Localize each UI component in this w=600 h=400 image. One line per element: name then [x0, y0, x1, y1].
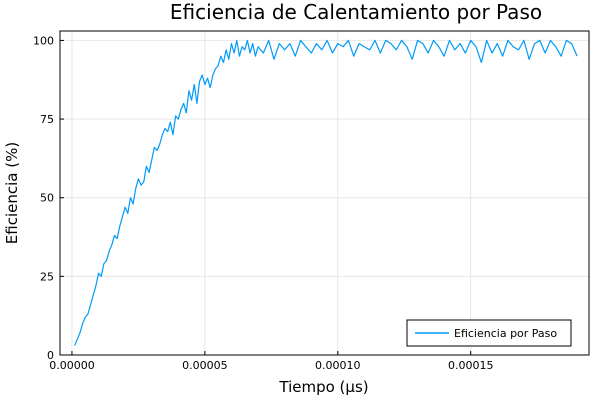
plot-frame — [59, 30, 590, 356]
y-tick-label: 50 — [40, 192, 54, 205]
x-axis-label: Tiempo (µs) — [278, 378, 368, 396]
y-tick-label: 0 — [47, 349, 54, 362]
y-axis-label: Eficiencia (%) — [3, 142, 21, 244]
legend-box — [406, 319, 572, 347]
legend: Eficiencia por Paso — [406, 319, 572, 347]
series-line — [74, 39, 578, 346]
y-tick-label: 100 — [33, 34, 54, 47]
x-tick-label: 0.00000 — [49, 359, 95, 372]
x-tick-label: 0.00010 — [315, 359, 361, 372]
legend-label: Eficiencia por Paso — [454, 327, 557, 340]
grid — [60, 31, 589, 356]
y-axis: 0 25 50 75 100 — [33, 34, 64, 362]
x-tick-label: 0.00015 — [448, 359, 494, 372]
x-tick-label: 0.00005 — [182, 359, 228, 372]
chart-title: Eficiencia de Calentamiento por Paso — [170, 0, 542, 24]
x-axis: 0.00000 0.00005 0.00010 0.00015 — [49, 351, 493, 372]
series-layer — [74, 39, 578, 346]
y-tick-label: 75 — [40, 113, 54, 126]
y-tick-label: 25 — [40, 270, 54, 283]
